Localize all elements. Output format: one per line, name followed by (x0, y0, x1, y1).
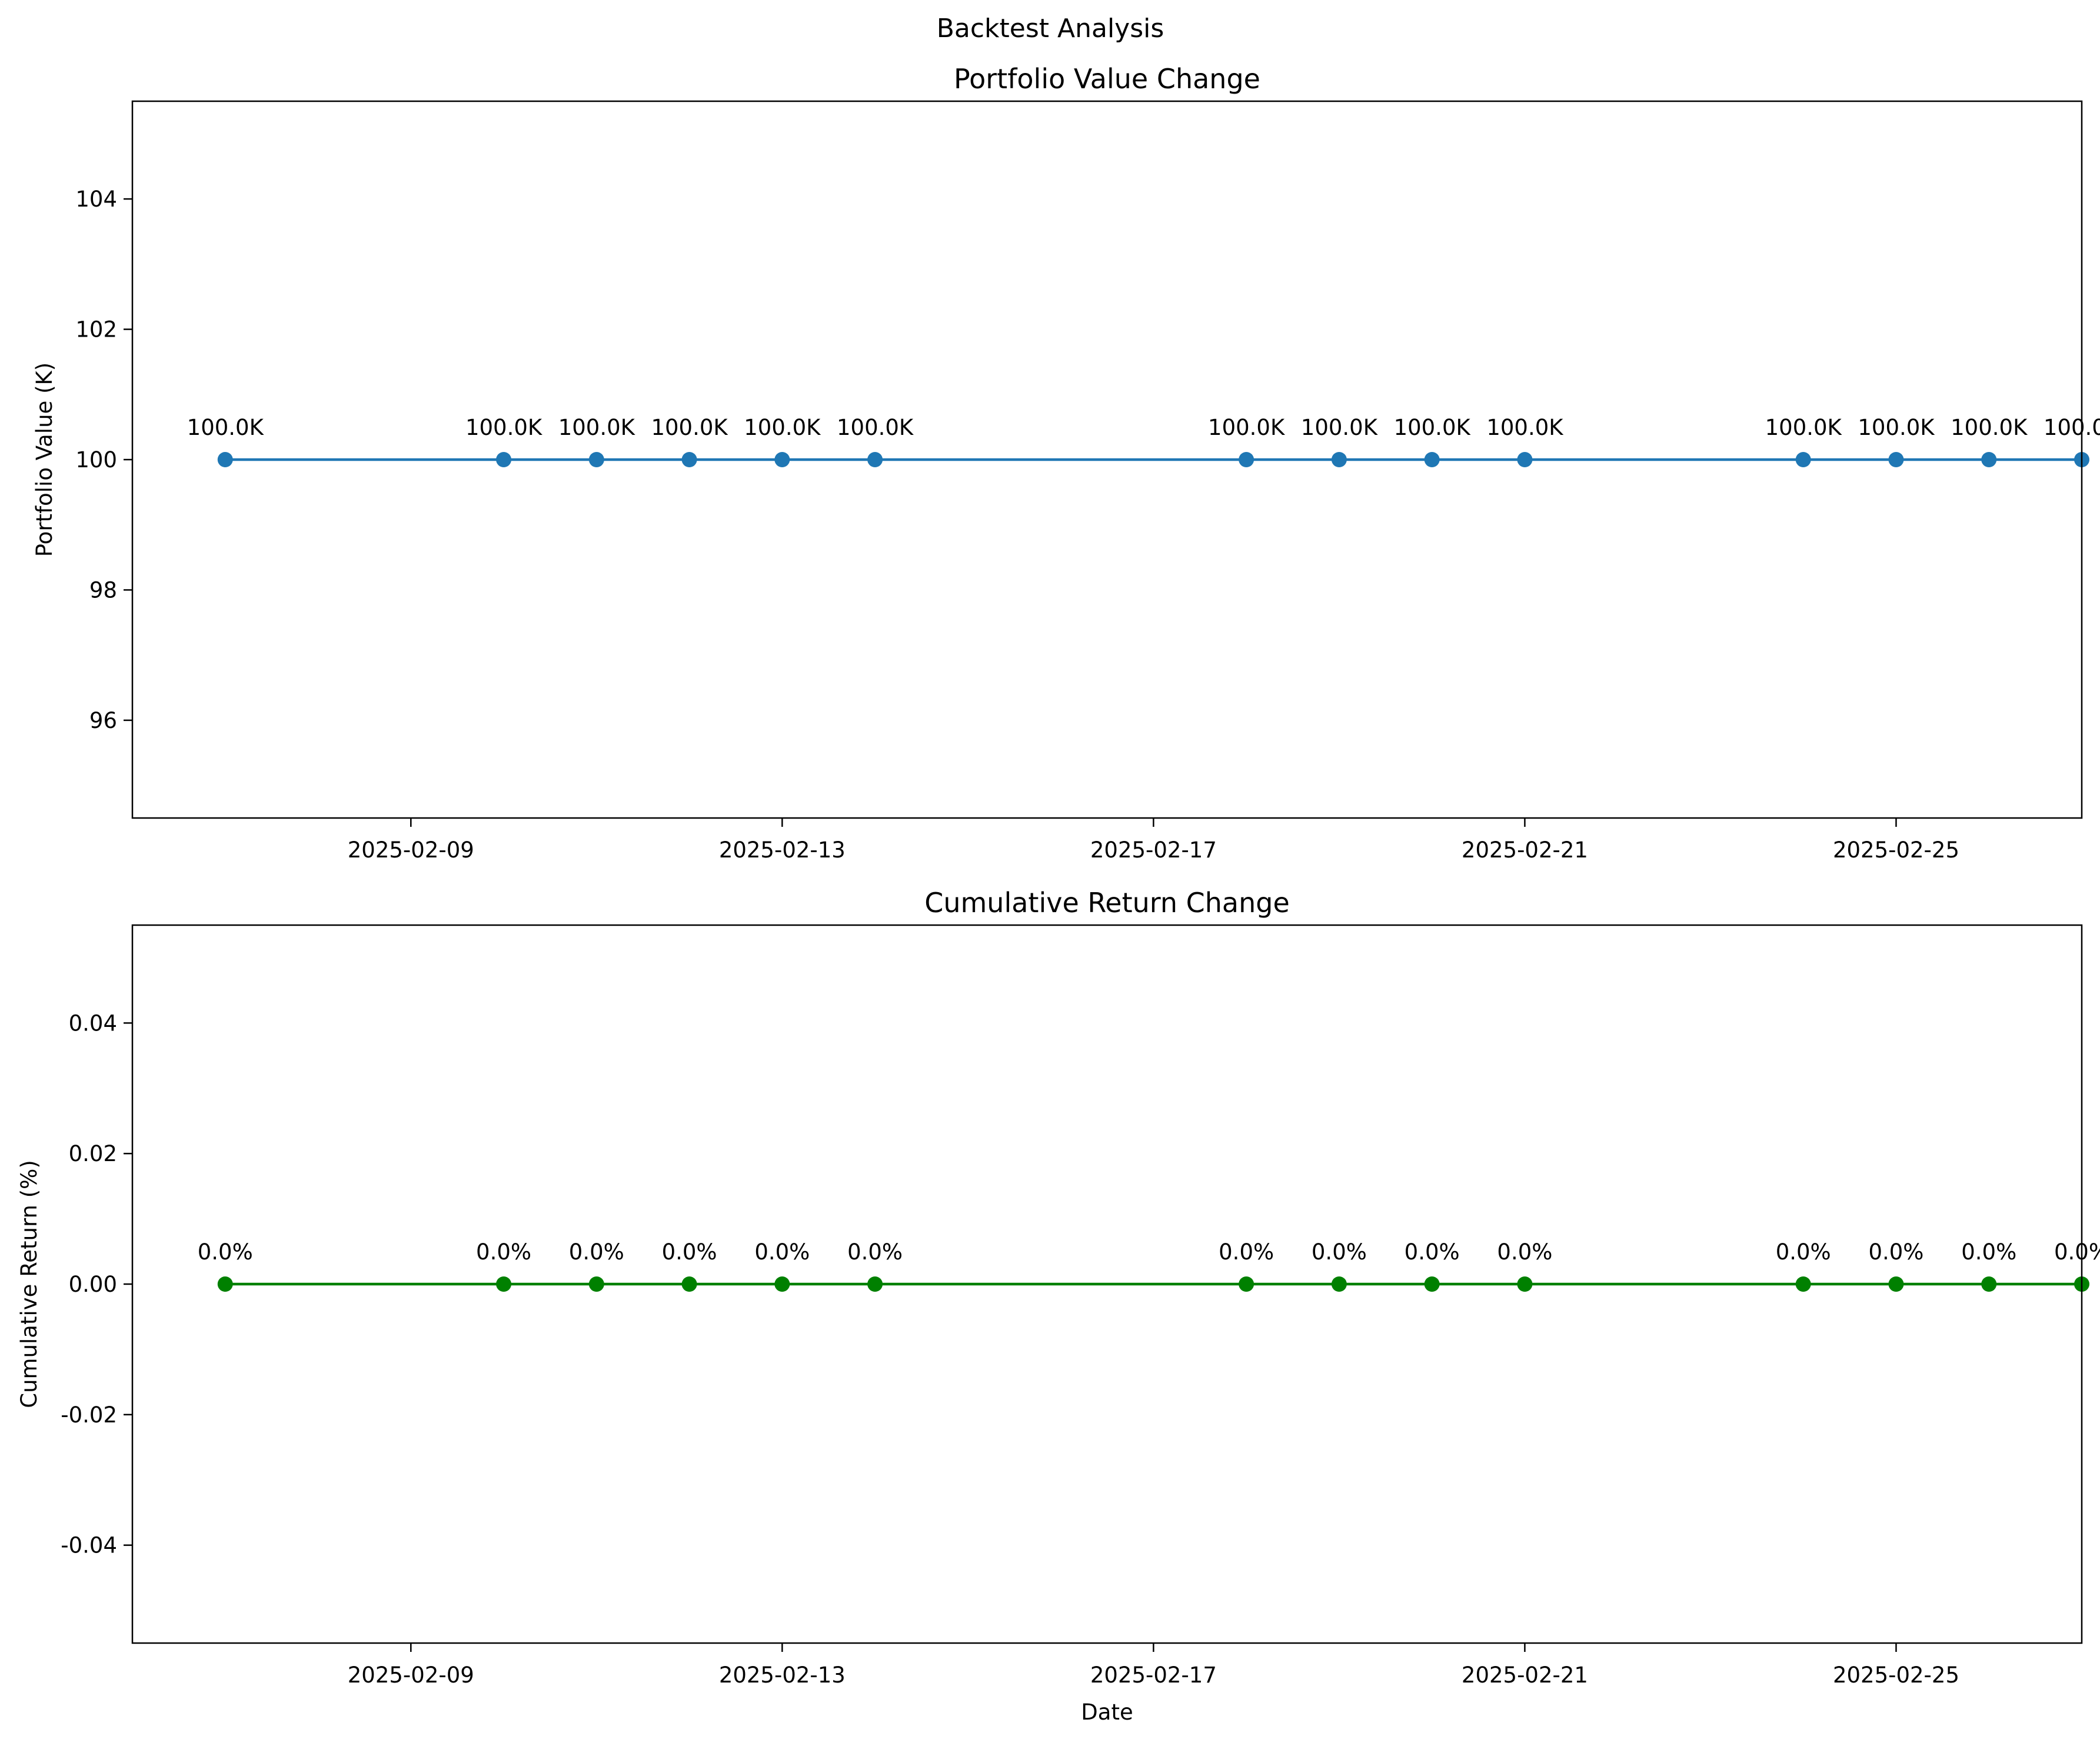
y-tick-label: -0.02 (61, 1402, 117, 1428)
x-tick-label: 2025-02-25 (1833, 837, 1959, 863)
axes-frame (131, 100, 2083, 819)
data-point (1888, 452, 1904, 467)
data-point (496, 452, 512, 467)
data-label: 0.0% (1405, 1239, 1460, 1265)
y-tick-label: 100 (75, 447, 117, 473)
data-point (1331, 1276, 1347, 1292)
data-point (1795, 452, 1811, 467)
data-point (1239, 452, 1254, 467)
y-tick-label: 102 (75, 317, 117, 343)
cumulative-return-panel: Cumulative Return Change -0.04 -0.02 0.00 0.… (16, 887, 2100, 1725)
data-point (1795, 1276, 1811, 1292)
data-label: 100.0K (1208, 415, 1286, 440)
data-point (1981, 1276, 1997, 1292)
data-point (1424, 452, 1440, 467)
data-point (867, 1276, 883, 1292)
data-label: 0.0% (1219, 1239, 1274, 1265)
y-tick-label: -0.04 (61, 1533, 117, 1558)
data-label: 0.0% (1497, 1239, 1552, 1265)
data-label: 100.0K (651, 415, 728, 440)
x-tick-label: 2025-02-21 (1462, 837, 1588, 863)
data-point (1331, 452, 1347, 467)
data-point (496, 1276, 512, 1292)
data-label: 0.0% (1776, 1239, 1831, 1265)
data-label: 0.0% (1868, 1239, 1923, 1265)
y-tick-label: 0.04 (69, 1010, 117, 1036)
data-label: 100.0K (744, 415, 821, 440)
axes-frame (131, 924, 2083, 1644)
y-axis-label: Cumulative Return (%) (16, 1160, 42, 1408)
data-point (1888, 1276, 1904, 1292)
data-label: 100.0K (1951, 415, 2028, 440)
data-point (681, 1276, 697, 1292)
data-point (774, 1276, 790, 1292)
data-point (1424, 1276, 1440, 1292)
data-label: 0.0% (847, 1239, 903, 1265)
data-point (217, 452, 233, 467)
data-label: 0.0% (476, 1239, 531, 1265)
y-tick-label: 96 (89, 708, 117, 733)
data-label: 100.0K (1394, 415, 1472, 440)
data-point (1517, 1276, 1533, 1292)
data-point (588, 452, 604, 467)
data-label: 100.0K (1486, 415, 1564, 440)
data-label: 100.0K (187, 415, 265, 440)
figure-suptitle: Backtest Analysis (937, 14, 1164, 44)
data-label: 0.0% (1961, 1239, 2016, 1265)
y-axis-label: Portfolio Value (K) (32, 363, 57, 557)
data-label: 0.0% (569, 1239, 624, 1265)
data-label: 100.0K (1301, 415, 1379, 440)
x-tick-label: 2025-02-25 (1833, 1662, 1959, 1688)
data-label: 100.0K (2044, 415, 2100, 440)
data-point (1981, 452, 1997, 467)
y-tick-label: 0.02 (69, 1141, 117, 1166)
data-label: 0.0% (754, 1239, 810, 1265)
data-point (774, 452, 790, 467)
y-tick-label: 98 (89, 577, 117, 603)
data-point (681, 452, 697, 467)
y-tick-label: 104 (75, 187, 117, 212)
data-point (1239, 1276, 1254, 1292)
data-label: 100.0K (1858, 415, 1935, 440)
data-label: 100.0K (558, 415, 636, 440)
data-label: 0.0% (198, 1239, 253, 1265)
data-label: 0.0% (1312, 1239, 1367, 1265)
x-tick-label: 2025-02-13 (719, 1662, 846, 1688)
data-point (588, 1276, 604, 1292)
x-tick-label: 2025-02-13 (719, 837, 846, 863)
data-label: 0.0% (2054, 1239, 2100, 1265)
chart-title: Cumulative Return Change (924, 887, 1290, 919)
x-tick-label: 2025-02-21 (1462, 1662, 1588, 1688)
x-tick-label: 2025-02-09 (348, 1662, 474, 1688)
data-point (1517, 452, 1533, 467)
data-label: 0.0% (662, 1239, 717, 1265)
x-tick-label: 2025-02-17 (1090, 1662, 1217, 1688)
x-axis-label: Date (1081, 1700, 1133, 1725)
x-tick-label: 2025-02-17 (1090, 837, 1217, 863)
data-label: 100.0K (1765, 415, 1843, 440)
y-tick-label: 0.00 (69, 1272, 117, 1297)
x-tick-label: 2025-02-09 (348, 837, 474, 863)
portfolio-value-panel: Portfolio Value Change 96 98 100 102 104 2025-… (32, 63, 2100, 863)
data-point (867, 452, 883, 467)
data-point (217, 1276, 233, 1292)
data-label: 100.0K (837, 415, 914, 440)
data-label: 100.0K (465, 415, 543, 440)
chart-title: Portfolio Value Change (954, 63, 1260, 95)
